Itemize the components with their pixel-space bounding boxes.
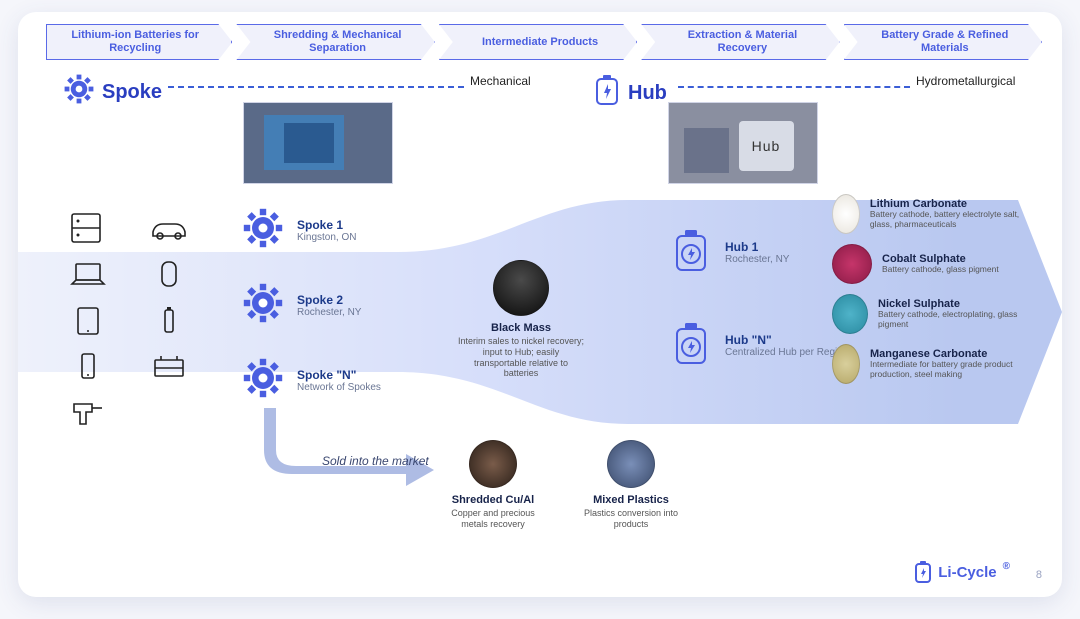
product-item: Lithium Carbonate Battery cathode, batte… (832, 194, 1032, 234)
hub-title: Hub "N" (725, 333, 848, 347)
product-desc: Battery cathode, battery electrolyte sal… (870, 210, 1032, 230)
hub-facility-photo: Hub (668, 102, 818, 184)
spoke-item: Spoke 2 Rochester, NY (243, 283, 381, 328)
product-image (832, 194, 860, 234)
battery-pack-icon (147, 350, 191, 382)
hub-title: Hub 1 (725, 240, 789, 254)
byproduct-image (469, 440, 517, 488)
product-desc: Battery cathode, electroplating, glass p… (878, 310, 1032, 330)
stage-chevron: Battery Grade & Refined Materials (844, 24, 1042, 60)
laptop-icon (66, 258, 110, 290)
spoke-process-label: Mechanical (470, 74, 531, 88)
battery-hub-icon (594, 74, 620, 112)
drill-icon (66, 396, 110, 428)
spoke-sub: Rochester, NY (297, 307, 361, 318)
tablet-icon (66, 304, 110, 336)
spoke-title: Spoke 1 (297, 218, 356, 232)
phone-icon (147, 258, 191, 290)
stage-chevron: Extraction & Material Recovery (641, 24, 839, 60)
gear-icon (243, 208, 283, 253)
spoke-title: Spoke 2 (297, 293, 361, 307)
hub-dashline (678, 86, 910, 88)
hub-process-label: Hydrometallurgical (916, 74, 1015, 88)
server-icon (66, 212, 110, 244)
market-arrow-icon (256, 408, 436, 488)
hub-badge-icon (673, 228, 709, 277)
black-mass-desc: Interim sales to nickel recovery; input … (456, 336, 586, 379)
product-list: Lithium Carbonate Battery cathode, batte… (832, 194, 1032, 384)
product-image (832, 294, 868, 334)
byproduct-desc: Copper and precious metals recovery (438, 508, 548, 530)
stage-chevron: Lithium-ion Batteries for Recycling (46, 24, 232, 60)
byproduct-title: Shredded Cu/Al (438, 494, 548, 506)
byproduct-image (607, 440, 655, 488)
hub-badge-icon (673, 321, 709, 370)
gear-icon (64, 74, 94, 110)
stage-chevrons: Lithium-ion Batteries for RecyclingShred… (46, 24, 1042, 64)
byproduct-item: Shredded Cu/Al Copper and precious metal… (438, 440, 548, 530)
brand-logo: Li-Cycle ® (914, 561, 1010, 583)
byproduct-row: Shredded Cu/Al Copper and precious metal… (438, 440, 686, 530)
hub-section-title: Hub (594, 74, 667, 112)
page-number: 8 (1036, 569, 1042, 581)
spoke-sub: Network of Spokes (297, 382, 381, 393)
spoke-sub: Kingston, ON (297, 232, 356, 243)
hub-sub: Centralized Hub per Region (725, 347, 848, 358)
spoke-list: Spoke 1 Kingston, ON Spoke 2 Rochester, … (243, 208, 381, 403)
product-desc: Intermediate for battery grade product p… (870, 360, 1032, 380)
gear-icon (243, 358, 283, 403)
byproduct-title: Mixed Plastics (576, 494, 686, 506)
hub-sub: Rochester, NY (725, 254, 789, 265)
brand-text: Li-Cycle (938, 564, 996, 581)
stage-chevron: Intermediate Products (439, 24, 637, 60)
stage-chevron: Shredding & Mechanical Separation (236, 24, 434, 60)
hub-list: Hub 1 Rochester, NY Hub "N" Centralized … (673, 228, 848, 370)
product-desc: Battery cathode, glass pigment (882, 265, 999, 275)
empty (147, 396, 191, 428)
gear-icon (243, 283, 283, 328)
svg-text:Hub: Hub (752, 138, 781, 154)
byproduct-desc: Plastics conversion into products (576, 508, 686, 530)
hub-title-text: Hub (628, 82, 667, 105)
product-image (832, 344, 860, 384)
product-item: Manganese Carbonate Intermediate for bat… (832, 344, 1032, 384)
battery-cell-icon (147, 304, 191, 336)
spoke-facility-photo (243, 102, 393, 184)
spoke-title: Spoke "N" (297, 368, 381, 382)
hub-item: Hub "N" Centralized Hub per Region (673, 321, 848, 370)
battery-icon (914, 561, 932, 583)
black-mass-block: Black Mass Interim sales to nickel recov… (456, 260, 586, 379)
spoke-item: Spoke "N" Network of Spokes (243, 358, 381, 403)
product-image (832, 244, 872, 284)
byproduct-item: Mixed Plastics Plastics conversion into … (576, 440, 686, 530)
car-icon (147, 212, 191, 244)
product-item: Nickel Sulphate Battery cathode, electro… (832, 294, 1032, 334)
hub-item: Hub 1 Rochester, NY (673, 228, 848, 277)
spoke-item: Spoke 1 Kingston, ON (243, 208, 381, 253)
black-mass-title: Black Mass (456, 322, 586, 334)
spoke-title-text: Spoke (102, 81, 162, 104)
spoke-section-title: Spoke (64, 74, 162, 110)
slide-card: Lithium-ion Batteries for RecyclingShred… (18, 12, 1062, 597)
product-item: Cobalt Sulphate Battery cathode, glass p… (832, 244, 1032, 284)
spoke-dashline (168, 86, 464, 88)
smartphone-icon (66, 350, 110, 382)
market-label: Sold into the market (322, 454, 429, 468)
black-mass-image (493, 260, 549, 316)
device-icon-grid (66, 212, 206, 428)
